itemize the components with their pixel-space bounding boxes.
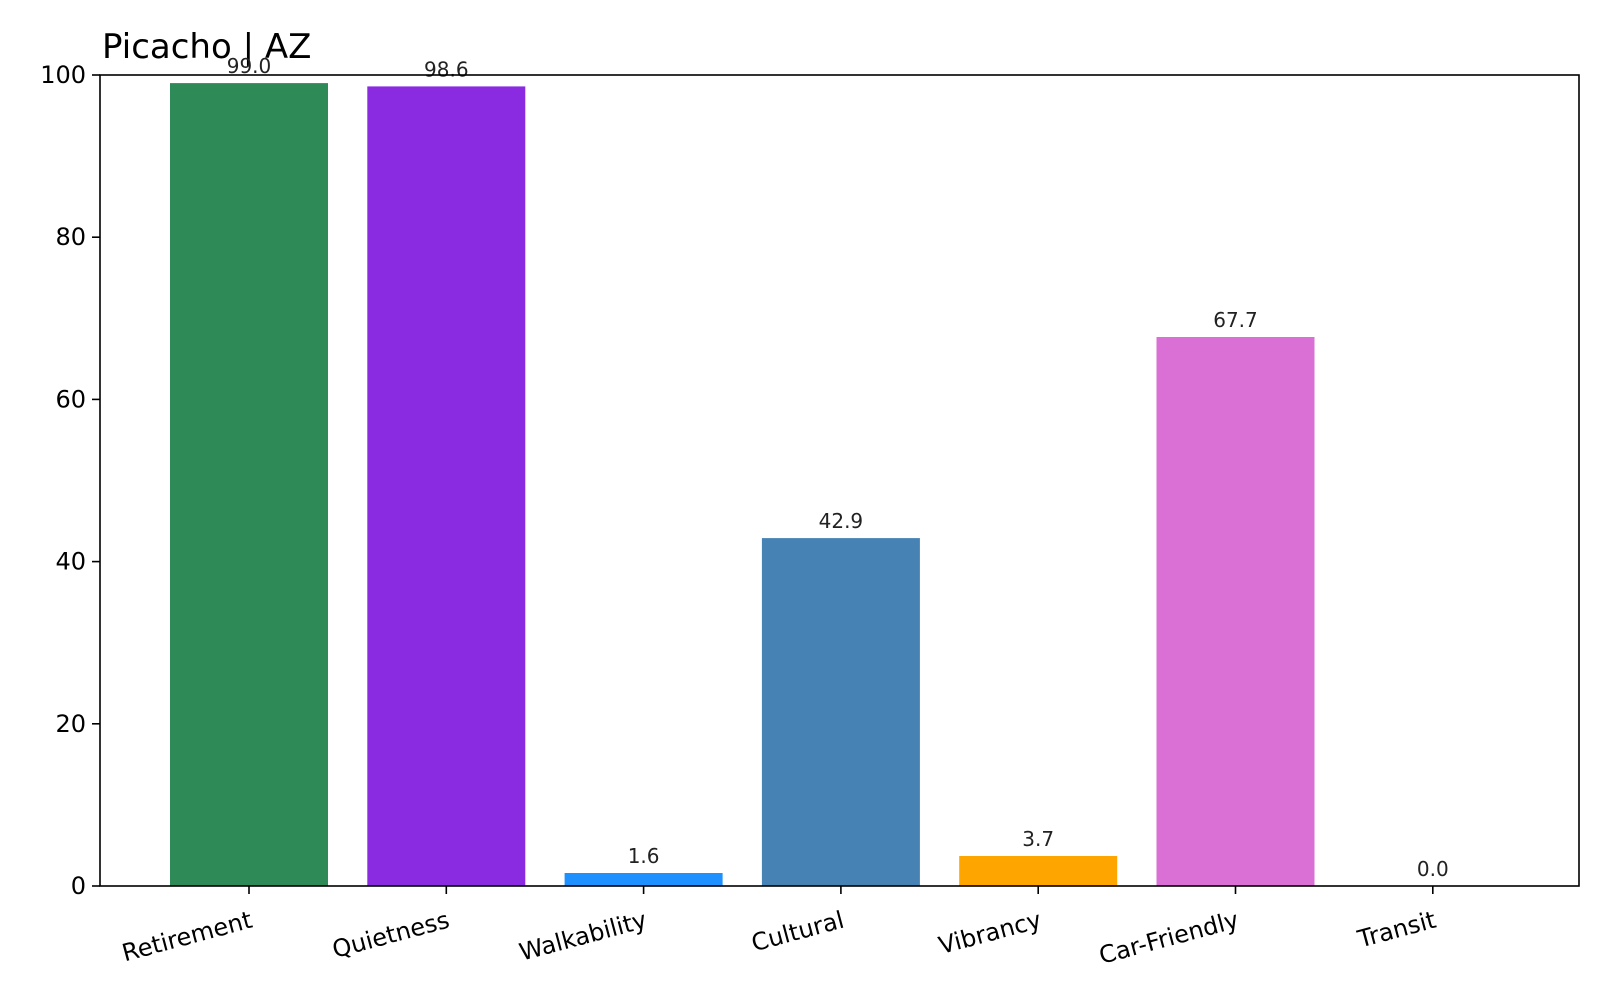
value-labels-layer: 99.0 98.6 1.6 42.9 3.7 67.7 0.0: [227, 54, 1449, 881]
value-label: 1.6: [628, 844, 660, 868]
value-label: 67.7: [1213, 308, 1258, 332]
bar-car-friendly: [1156, 337, 1315, 886]
x-tick-label: Walkability: [516, 906, 649, 967]
bar-quietness: [367, 86, 526, 886]
y-tick-label: 60: [55, 385, 86, 413]
bar-vibrancy: [959, 856, 1118, 886]
bar-walkability: [564, 873, 723, 886]
y-tick-label: 100: [40, 61, 86, 89]
bar-cultural: [761, 538, 920, 886]
y-tick-label: 0: [71, 872, 86, 900]
x-tick-label: Transit: [1354, 906, 1439, 954]
x-tick-label: Car-Friendly: [1096, 906, 1242, 970]
y-tick-label: 20: [55, 710, 86, 738]
x-tick-label: Cultural: [748, 906, 847, 958]
bars-layer: [170, 83, 1315, 887]
value-label: 42.9: [819, 509, 864, 533]
value-label: 98.6: [424, 57, 469, 81]
x-axis: Retirement Quietness Walkability Cultural Vi…: [119, 886, 1439, 970]
y-axis: 0 20 40 60 80 100: [40, 61, 100, 900]
x-tick-label: Retirement: [119, 906, 255, 968]
y-tick-label: 80: [55, 223, 86, 251]
value-label: 0.0: [1417, 857, 1449, 881]
value-label: 3.7: [1022, 827, 1054, 851]
value-label: 99.0: [227, 54, 272, 78]
plot-frame: [99, 74, 1580, 887]
chart-title: Picacho | AZ: [102, 27, 311, 67]
y-tick-label: 40: [55, 548, 86, 576]
x-tick-label: Quietness: [329, 906, 452, 964]
bar-retirement: [170, 83, 328, 887]
x-tick-label: Vibrancy: [936, 906, 1045, 960]
